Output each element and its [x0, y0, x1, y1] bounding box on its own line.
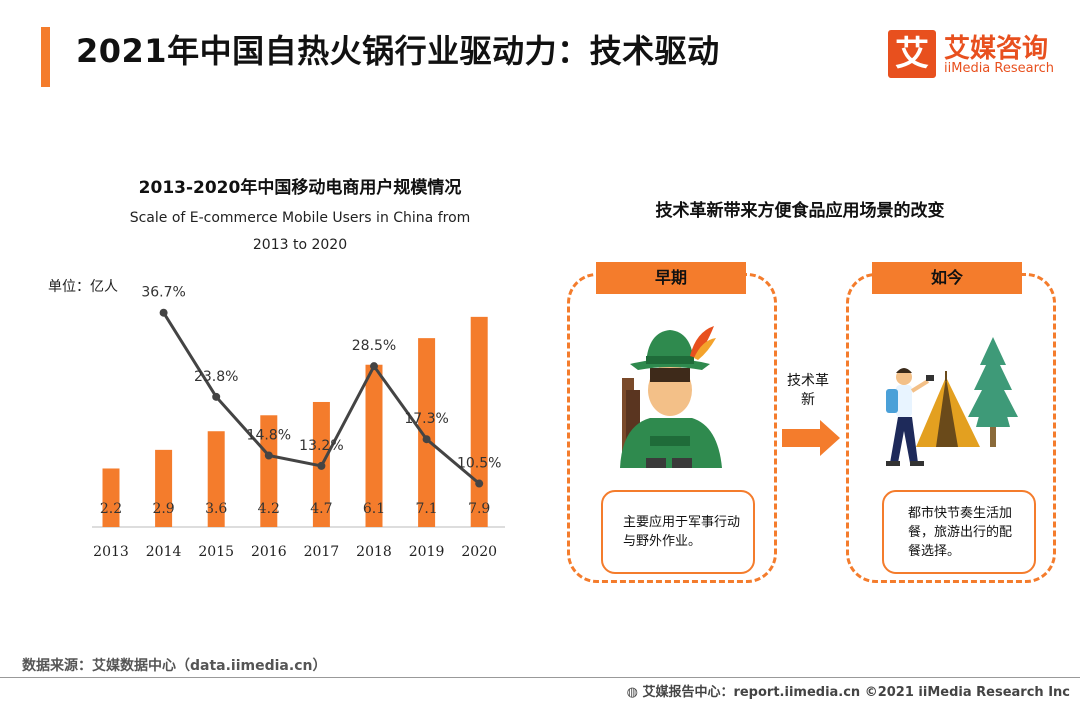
logo-mark: 艾 — [888, 30, 936, 78]
bar-value-label: 4.7 — [310, 501, 332, 517]
x-tick-label: 2015 — [198, 544, 234, 560]
growth-rate-label: 23.8% — [194, 369, 238, 385]
panel-now-note-text: 都市快节奏生活加餐，旅游出行的配餐选择。 — [908, 506, 1013, 559]
chart-title: 2013-2020年中国移动电商用户规模情况 — [138, 178, 462, 198]
footer-copyright: ◍ 艾媒报告中心：report.iimedia.cn ©2021 iiMedia… — [627, 681, 1070, 700]
growth-rate-point — [212, 392, 221, 401]
x-tick-label: 2013 — [93, 544, 129, 560]
title-accent-bar — [41, 27, 50, 87]
panel-now-header: 如今 — [872, 262, 1022, 294]
growth-rate-label: 14.8% — [247, 428, 291, 444]
x-tick-label: 2020 — [461, 544, 497, 560]
bar — [102, 468, 120, 527]
bar — [365, 364, 383, 527]
chart-subtitle-line2: 2013 to 2020 — [252, 237, 348, 253]
logo-name-en: iiMedia Research — [944, 61, 1055, 76]
bar-value-label: 4.2 — [258, 501, 280, 517]
growth-rate-label: 36.7% — [141, 285, 185, 301]
bar-value-label: 3.6 — [205, 501, 227, 517]
growth-rate-label: 10.5% — [457, 456, 501, 472]
arrow-right-icon — [782, 420, 840, 456]
source-note: 数据来源：艾媒数据中心（data.iimedia.cn） — [22, 658, 327, 674]
bar-value-label: 2.9 — [152, 501, 174, 517]
x-tick-label: 2014 — [146, 544, 182, 560]
panel-early-note-text: 主要应用于军事行动与野外作业。 — [623, 515, 741, 549]
bar — [418, 338, 436, 527]
bar-line-chart: 2.2 2013 2.9 2014 3.6 2015 4.2 2016 4.7 2017 6.1 20… — [92, 285, 505, 560]
x-tick-label: 2019 — [409, 544, 445, 560]
panel-early-note: 主要应用于军事行动与野外作业。 — [601, 490, 755, 574]
chart-subtitle-line1: Scale of E-commerce Mobile Users in Chin… — [129, 210, 471, 226]
bar — [207, 431, 225, 527]
growth-rate-label: 28.5% — [352, 338, 396, 354]
x-tick-label: 2017 — [304, 544, 340, 560]
bar-value-label: 7.9 — [468, 501, 490, 517]
growth-rate-point — [370, 362, 378, 371]
bar-value-label: 2.2 — [100, 501, 122, 517]
panel-early-header: 早期 — [596, 262, 746, 294]
bar-value-label: 7.1 — [415, 501, 437, 517]
page-title: 2021年中国自热火锅行业驱动力：技术驱动 — [76, 32, 720, 70]
comparison-title: 技术革新带来方便食品应用场景的改变 — [655, 201, 945, 221]
camping-icon — [886, 337, 1018, 466]
bar-value-label: 6.1 — [363, 501, 385, 517]
bar — [155, 449, 173, 527]
chart-subtitle: Scale of E-commerce Mobile Users in Chin… — [95, 205, 505, 259]
footer-copyright-text: 艾媒报告中心：report.iimedia.cn ©2021 iiMedia R… — [642, 685, 1070, 700]
x-tick-label: 2016 — [251, 544, 287, 560]
bar — [260, 415, 278, 527]
arrow-label: 技术革新 — [787, 373, 829, 408]
growth-rate-label: 17.3% — [404, 411, 448, 427]
growth-rate-point — [475, 479, 484, 488]
growth-rate-point — [159, 308, 168, 317]
growth-rate-label: 13.2% — [299, 438, 343, 454]
globe-icon: ◍ — [626, 685, 643, 700]
growth-rate-point — [317, 461, 326, 470]
soldier-icon — [620, 326, 722, 468]
footer-divider — [0, 677, 1080, 678]
x-tick-label: 2018 — [356, 544, 392, 560]
growth-rate-point — [264, 451, 273, 460]
bar — [470, 316, 488, 527]
logo-name-cn: 艾媒咨询 — [944, 34, 1049, 64]
unit-label: 单位：亿人 — [48, 279, 118, 295]
brand-logo: 艾 艾媒咨询 iiMedia Research — [888, 30, 1068, 80]
growth-rate-point — [422, 435, 431, 444]
panel-now-note: 都市快节奏生活加餐，旅游出行的配餐选择。 — [882, 490, 1036, 574]
